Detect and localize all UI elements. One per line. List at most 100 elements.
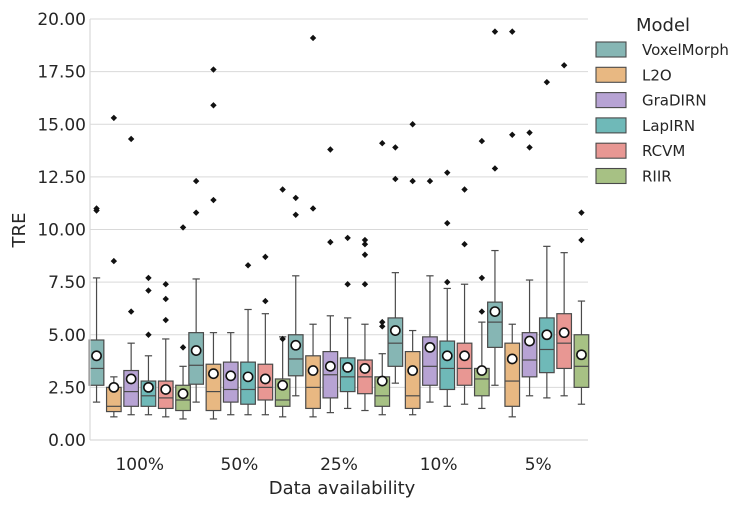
box-lapirn-100pct [140, 274, 157, 416]
outlier-point [379, 323, 386, 330]
outlier-point [327, 146, 334, 153]
outlier-point [127, 308, 135, 315]
box-gradirn-50pct [222, 332, 239, 416]
mean-marker [541, 329, 553, 341]
x-tick-label: 100% [115, 455, 164, 475]
outlier-point [262, 297, 269, 305]
x-tick-label: 50% [221, 455, 259, 475]
outlier-point [392, 175, 399, 183]
outlier-point [110, 114, 118, 122]
box-l2o-50pct [205, 66, 222, 420]
mean-marker [259, 373, 271, 385]
mean-marker [160, 384, 172, 395]
outlier-point [344, 234, 351, 242]
x-tick-label: 10% [420, 455, 458, 475]
outlier-point [262, 253, 269, 261]
outlier-point [327, 238, 334, 246]
legend-swatch-riir [595, 167, 627, 185]
box-gradirn-100pct [123, 135, 140, 416]
legend-label-lapirn: LapIRN [642, 117, 695, 135]
outlier-point [560, 62, 568, 69]
box-riir-100pct [175, 224, 191, 420]
box-lapirn-25pct [339, 234, 356, 410]
mean-marker [524, 335, 535, 347]
mean-marker [277, 379, 289, 391]
outlier-point [179, 224, 187, 231]
iqr-box [538, 317, 555, 374]
outlier-point [210, 196, 217, 204]
mean-marker [324, 360, 336, 372]
mean-marker [389, 325, 401, 336]
outlier-point [162, 281, 169, 288]
outlier-point [578, 236, 585, 244]
legend-label-voxelmorph: VoxelMorph [642, 41, 729, 59]
iqr-box [439, 340, 456, 391]
outlier-point [244, 262, 252, 269]
outlier-point [127, 135, 135, 143]
outlier-point [478, 274, 486, 282]
legend-label-rcvm: RCVM [642, 142, 685, 160]
outlier-point [478, 308, 486, 315]
mean-marker [307, 365, 319, 376]
outlier-point [409, 177, 416, 185]
iqr-box [88, 339, 105, 386]
outlier-point [461, 186, 468, 193]
iqr-box [404, 350, 421, 410]
outlier-point [145, 287, 152, 294]
iqr-box [222, 361, 239, 403]
box-plot-area [88, 28, 590, 420]
box-rcvm-5pct [556, 62, 573, 397]
mean-marker [143, 381, 154, 393]
outlier-point [192, 209, 200, 216]
outlier-point [162, 316, 169, 324]
mean-marker [91, 350, 102, 362]
outlier-point [162, 295, 169, 303]
box-riir-50pct [274, 186, 291, 418]
outlier-point [426, 177, 434, 185]
outlier-point [409, 121, 416, 128]
mean-marker [441, 350, 453, 362]
legend-label-gradirn: GraDIRN [642, 92, 707, 110]
outlier-point [93, 205, 100, 212]
iqr-box [188, 332, 205, 385]
outlier-point [444, 278, 451, 286]
y-tick-label: 20.00 [37, 10, 86, 30]
legend-label-l2o: L2O [642, 66, 672, 84]
outlier-point [379, 139, 386, 147]
mean-marker [476, 365, 488, 376]
mean-marker [125, 373, 137, 385]
legend-swatch-lapirn [595, 117, 627, 134]
iqr-box [504, 342, 521, 407]
box-voxelmorph-5pct [487, 28, 503, 386]
outlier-point [361, 281, 369, 288]
x-tick-label: 5% [525, 455, 552, 475]
outlier-point [192, 177, 200, 185]
y-tick-label: 12.50 [37, 168, 86, 188]
outlier-point [491, 28, 499, 35]
box-gradirn-5pct [521, 129, 538, 397]
outlier-point [145, 331, 152, 338]
mean-marker [424, 341, 436, 353]
legend-swatch-voxelmorph [595, 41, 627, 58]
mean-marker [208, 368, 219, 380]
mean-marker [407, 365, 419, 376]
box-lapirn-5pct [538, 78, 555, 399]
legend-title: Model [636, 15, 690, 36]
mean-marker [225, 370, 237, 382]
y-tick-label: 17.50 [37, 63, 86, 83]
outlier-point [509, 131, 516, 138]
outlier-point [309, 205, 317, 212]
mean-marker [459, 350, 470, 362]
box-rcvm-10pct [456, 186, 473, 405]
box-l2o-100pct [105, 114, 122, 418]
outlier-point [110, 257, 118, 265]
outlier-point [543, 78, 551, 86]
outlier-point [344, 281, 351, 288]
box-voxelmorph-25pct [287, 194, 304, 397]
box-rcvm-100pct [157, 281, 174, 418]
box-rcvm-50pct [257, 253, 274, 416]
mean-marker [242, 371, 254, 383]
iqr-box [240, 361, 256, 405]
outlier-point [179, 344, 187, 351]
y-tick-label: 10.00 [37, 221, 86, 241]
